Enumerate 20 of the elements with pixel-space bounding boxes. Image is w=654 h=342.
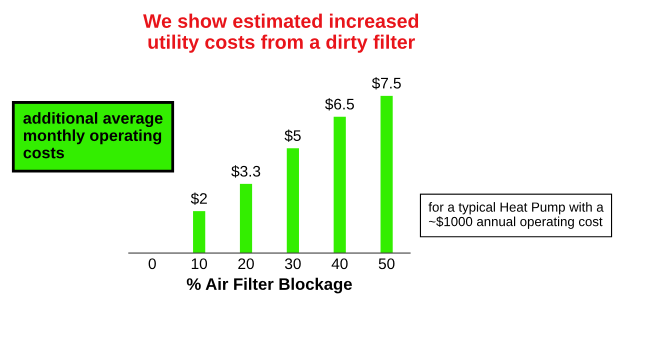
x-tick-label: 0 bbox=[148, 258, 156, 270]
x-tick-label: 20 bbox=[238, 258, 254, 270]
data-label: $7.5 bbox=[372, 77, 401, 90]
bar bbox=[380, 96, 393, 254]
annotation: additional average monthly operating costs bbox=[23, 112, 163, 158]
x-tick-label: 10 bbox=[192, 258, 208, 270]
data-label: $3.3 bbox=[231, 165, 260, 178]
data-label: $6.5 bbox=[325, 98, 354, 110]
bar bbox=[240, 184, 252, 254]
bar bbox=[193, 211, 206, 254]
data-label: $2 bbox=[190, 192, 207, 205]
x-tick-label: 40 bbox=[332, 258, 348, 270]
chart-title: We show estimated increased utility costs from a dirty filter bbox=[143, 14, 418, 53]
x-axis-title: % Air Filter Blockage bbox=[186, 278, 352, 294]
bar bbox=[334, 116, 346, 254]
x-tick-label: 50 bbox=[378, 258, 395, 270]
x-tick-label: 30 bbox=[284, 258, 301, 270]
bar bbox=[286, 148, 299, 254]
data-label: $5 bbox=[284, 130, 301, 142]
text: for a typical Heat Pump with a ~$1000 annual operating cost bbox=[428, 202, 604, 229]
